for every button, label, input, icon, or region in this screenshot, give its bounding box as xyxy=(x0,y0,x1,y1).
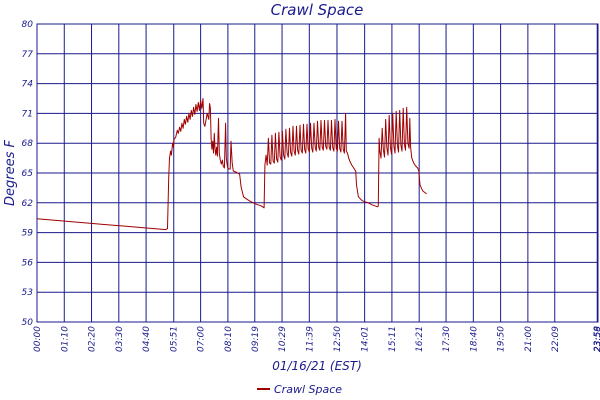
x-tick-label: 19:50 xyxy=(497,326,507,352)
x-tick-label: 15:11 xyxy=(388,326,398,352)
x-tick-label: 01:10 xyxy=(60,326,70,352)
x-tick-label: 23:58 xyxy=(593,326,600,352)
x-tick-label: 11:39 xyxy=(305,326,315,352)
x-tick-label: 12:50 xyxy=(333,326,343,352)
x-tick-label: 08:10 xyxy=(224,326,234,352)
y-tick-label: 65 xyxy=(22,169,34,179)
y-tick-label: 62 xyxy=(22,199,34,209)
x-axis-ticks: 00:00 01:10 02:20 03:30 04:40 05:51 07:00 08:10… xyxy=(33,326,600,352)
x-tick-label: 14:01 xyxy=(361,326,371,352)
y-tick-label: 80 xyxy=(22,20,34,30)
y-tick-label: 59 xyxy=(22,229,34,239)
chart-title: Crawl Space xyxy=(271,1,364,19)
series-line xyxy=(36,98,427,231)
x-tick-label: 02:20 xyxy=(88,326,98,352)
x-tick-label: 10:29 xyxy=(278,326,288,352)
x-axis-label: 01/16/21 (EST) xyxy=(272,359,362,373)
plot-area-border xyxy=(36,23,599,323)
plot-border xyxy=(36,23,599,323)
y-tick-label: 68 xyxy=(22,139,34,149)
x-tick-label: 07:00 xyxy=(197,326,207,352)
legend: Crawl Space xyxy=(257,383,342,396)
x-tick-label: 16:21 xyxy=(415,326,425,352)
y-axis-ticks: 50 53 56 59 62 65 68 71 74 77 80 xyxy=(22,20,34,328)
x-tick-label: 18:40 xyxy=(469,326,479,352)
y-tick-label: 77 xyxy=(22,50,34,60)
x-tick-label: 09:19 xyxy=(251,326,261,352)
x-tick-label: 00:00 xyxy=(33,326,43,352)
x-tick-label: 17:30 xyxy=(442,326,452,352)
series-lines xyxy=(36,98,427,231)
y-tick-label: 50 xyxy=(22,318,34,328)
y-axis-label: Degrees F xyxy=(3,139,18,206)
x-tick-label: 04:40 xyxy=(142,326,152,352)
y-tick-label: 53 xyxy=(22,288,34,298)
x-tick-label: 05:51 xyxy=(170,326,180,352)
y-tick-label: 56 xyxy=(22,258,34,268)
x-tick-label: 22:09 xyxy=(551,326,561,352)
y-tick-label: 74 xyxy=(22,80,34,90)
y-tick-label: 71 xyxy=(22,109,33,119)
legend-label: Crawl Space xyxy=(274,383,342,396)
x-tick-label: 23:59 xyxy=(594,326,600,352)
x-tick-label: 21:00 xyxy=(524,326,534,352)
x-tick-label: 03:30 xyxy=(115,326,125,352)
